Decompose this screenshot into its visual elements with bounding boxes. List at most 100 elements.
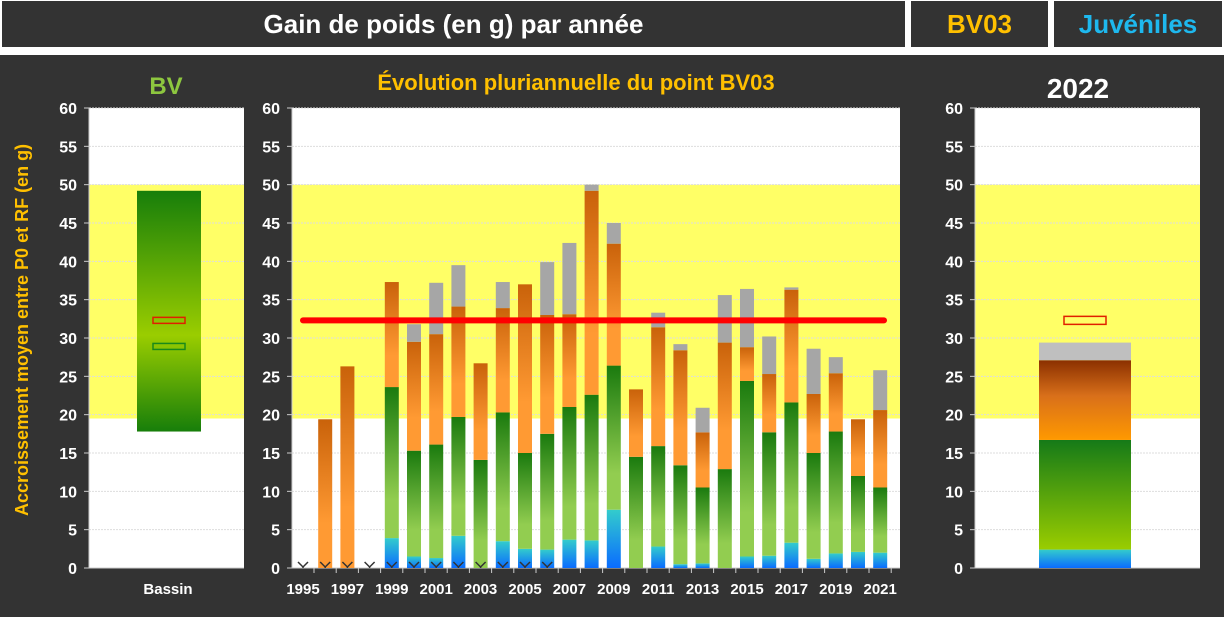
- bar-segment-orange-2015: [740, 347, 754, 381]
- y2022-bar-segment-green: [1039, 439, 1131, 550]
- bar-segment-grey-2021: [873, 370, 888, 411]
- bar-segment-blue-2004: [495, 541, 510, 568]
- main-x-tick-label: 2001: [420, 581, 453, 598]
- bv-y-tick-label: 45: [59, 216, 77, 233]
- y2022-y-tick-label: 30: [945, 331, 963, 348]
- no-data-marker-1995: [297, 561, 309, 569]
- bar-segment-orange-2006: [540, 315, 555, 434]
- bar-segment-orange-2002: [451, 306, 466, 417]
- bar-segment-grey-2002: [451, 265, 466, 307]
- main-y-tick-label: 30: [262, 331, 280, 348]
- bar-segment-green-2002: [451, 416, 466, 536]
- main-x-tick-label: 2005: [508, 581, 541, 598]
- y2022-y-tick-label: 40: [945, 254, 963, 271]
- bar-segment-orange-2017: [784, 289, 799, 403]
- bar-segment-blue-2013: [695, 563, 710, 568]
- bar-segment-orange-2011: [651, 327, 666, 447]
- main-y-tick-label: 60: [262, 101, 280, 118]
- y-axis-label: Accroissement moyen entre P0 et RF (en g…: [12, 144, 32, 516]
- bar-segment-blue-2007: [562, 539, 577, 568]
- bar-segment-blue-2001: [429, 558, 444, 568]
- y2022-bar-segment-orange: [1039, 360, 1131, 440]
- bar-segment-green-2004: [495, 412, 510, 542]
- bv-panel-title: BV: [149, 73, 182, 100]
- main-y-tick-label: 55: [262, 139, 280, 156]
- main-x-tick-label: 2015: [730, 581, 763, 598]
- main-x-tick-label: 2021: [864, 581, 897, 598]
- main-y-tick-label: 50: [262, 178, 280, 195]
- no-data-marker-2006: [541, 561, 553, 569]
- bar-segment-grey-2007: [562, 242, 577, 315]
- bar-segment-blue-2006: [540, 549, 555, 568]
- bar-segment-orange-2014: [717, 342, 732, 470]
- bar-segment-green-2011: [651, 446, 666, 547]
- y2022-y-tick-label: 55: [945, 139, 963, 156]
- title-text: Gain de poids (en g) par année: [263, 8, 644, 39]
- bar-segment-orange-2000: [407, 341, 421, 451]
- bar-segment-green-2006: [540, 433, 555, 550]
- bar-segment-green-2007: [562, 407, 577, 540]
- bar-segment-orange-1999: [384, 282, 399, 388]
- main-y-tick-label: 45: [262, 216, 280, 233]
- bar-segment-orange-2008: [584, 190, 599, 395]
- bv-y-tick-label: 50: [59, 178, 77, 195]
- main-x-tick-label: 2003: [464, 581, 497, 598]
- main-y-tick-label: 20: [262, 408, 280, 425]
- bar-segment-green-2014: [717, 469, 732, 568]
- bar-segment-grey-2012: [673, 344, 688, 351]
- bar-segment-blue-2015: [740, 556, 754, 568]
- y2022-y-tick-label: 35: [945, 293, 963, 310]
- bar-segment-grey-2004: [495, 282, 510, 309]
- y2022-bar-segment-blue: [1039, 549, 1131, 568]
- main-y-tick-label: 40: [262, 254, 280, 271]
- bar-segment-blue-2008: [584, 540, 599, 568]
- y2022-y-tick-label: 15: [945, 446, 963, 463]
- no-data-marker-2005: [519, 561, 531, 569]
- bar-segment-orange-2020: [851, 419, 865, 476]
- bar-segment-blue-2005: [518, 548, 532, 568]
- bv-y-tick-label: 25: [59, 369, 77, 386]
- main-y-tick-label: 35: [262, 293, 280, 310]
- bar-segment-orange-2012: [673, 350, 688, 466]
- year-panel-title: 2022: [1047, 73, 1109, 104]
- bar-segment-orange-2001: [429, 334, 444, 445]
- no-data-marker-1998: [364, 561, 376, 569]
- bar-segment-orange-2005: [518, 284, 532, 453]
- bar-segment-green-2012: [673, 465, 688, 565]
- bar-segment-green-2000: [407, 450, 421, 557]
- bv-y-tick-label: 10: [59, 484, 77, 501]
- bar-segment-orange-1997: [340, 366, 355, 568]
- bv-y-tick-label: 35: [59, 293, 77, 310]
- bar-segment-blue-2012: [673, 564, 688, 568]
- main-x-tick-label: 2009: [597, 581, 630, 598]
- y2022-y-tick-label: 60: [945, 101, 963, 118]
- main-x-tick-label: 2019: [819, 581, 852, 598]
- bv-range-bar: [137, 190, 201, 432]
- main-x-tick-label: 1997: [331, 581, 364, 598]
- bar-segment-grey-2017: [784, 287, 799, 290]
- bar-segment-green-2001: [429, 444, 444, 559]
- no-data-marker-2000: [408, 561, 420, 569]
- bar-segment-green-2019: [828, 431, 843, 554]
- bar-segment-green-2009: [606, 365, 621, 510]
- bar-segment-green-2015: [740, 380, 754, 557]
- bar-segment-green-2016: [762, 432, 777, 556]
- bar-segment-green-2008: [584, 394, 599, 541]
- bar-segment-blue-2002: [451, 535, 466, 568]
- bar-segment-grey-2018: [806, 348, 821, 394]
- site-text: BV03: [946, 8, 1013, 39]
- bar-segment-orange-2018: [806, 393, 821, 453]
- bar-segment-green-2013: [695, 487, 710, 564]
- bar-segment-blue-2021: [873, 552, 888, 568]
- category-header: Juvéniles: [1054, 1, 1222, 47]
- bv-y-tick-label: 30: [59, 331, 77, 348]
- bv-y-tick-label: 15: [59, 446, 77, 463]
- bar-segment-grey-2013: [695, 407, 710, 433]
- y2022-y-tick-label: 50: [945, 178, 963, 195]
- bar-segment-orange-2021: [873, 410, 888, 488]
- bar-segment-green-2003: [473, 459, 488, 568]
- bar-segment-grey-2016: [762, 336, 777, 375]
- main-y-tick-label: 15: [262, 446, 280, 463]
- no-data-marker-1997: [341, 561, 353, 569]
- bar-segment-blue-2019: [828, 553, 843, 568]
